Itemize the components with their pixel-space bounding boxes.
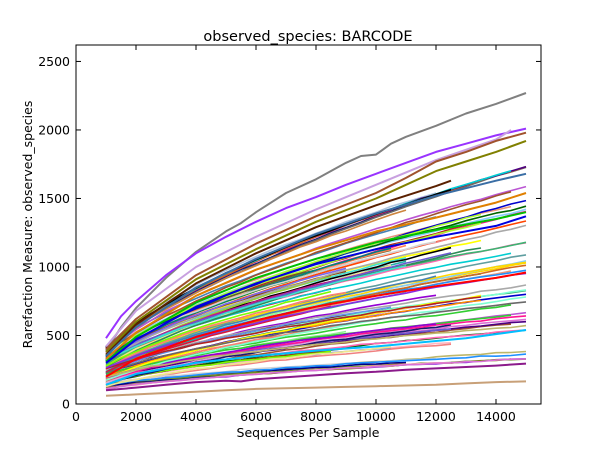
background-series-line [105, 353, 527, 386]
background-series-line [105, 314, 512, 375]
background-series-line [105, 296, 482, 370]
background-series-line [105, 265, 407, 362]
series-line [105, 139, 527, 353]
series-line [105, 179, 452, 356]
x-axis-label: Sequences Per Sample [237, 425, 380, 440]
series-line [105, 380, 527, 397]
x-tick-label: 8000 [300, 409, 332, 424]
background-series-line [105, 267, 347, 361]
background-series-line [105, 284, 527, 374]
y-axis: 0 500 1000 1500 2000 2500 [38, 54, 541, 412]
y-tick-label: 0 [62, 397, 70, 412]
background-series-line [105, 358, 527, 390]
background-series-line [105, 301, 527, 374]
series-line [105, 211, 527, 363]
y-tick-label: 2000 [38, 122, 70, 137]
x-tick-label: 0 [72, 409, 80, 424]
series-line [105, 127, 527, 339]
background-series-line [105, 306, 392, 374]
x-tick-label: 2000 [120, 409, 152, 424]
chart-title: observed_species: BARCODE [203, 29, 412, 45]
series-line [105, 129, 512, 348]
series-line [105, 172, 527, 357]
background-series-line [105, 343, 452, 386]
background-series-line [105, 305, 332, 373]
background-series-line [105, 185, 527, 354]
background-series-line [105, 216, 437, 349]
background-series-line [105, 324, 527, 378]
background-series-line [105, 191, 512, 355]
x-tick-label: 12000 [416, 409, 456, 424]
x-tick-label: 4000 [180, 409, 212, 424]
y-axis-label: Rarefaction Measure: observed_species [20, 101, 35, 349]
x-tick-label: 14000 [476, 409, 516, 424]
series-line [105, 192, 527, 360]
x-tick-label: 6000 [240, 409, 272, 424]
background-series-line [105, 296, 527, 381]
series-line [105, 131, 527, 350]
y-tick-label: 1000 [38, 259, 70, 274]
background-series-line [105, 346, 392, 388]
series-line [105, 271, 527, 378]
y-tick-label: 2500 [38, 54, 70, 69]
series-line [105, 362, 527, 392]
series-line [105, 329, 527, 386]
x-tick-label: 10000 [356, 409, 396, 424]
series-group [105, 92, 527, 397]
background-series-line [105, 290, 332, 367]
series-line [105, 92, 527, 352]
plot-frame [75, 44, 542, 405]
y-tick-label: 1500 [38, 191, 70, 206]
background-series-line [105, 291, 347, 371]
x-axis: 0 2000 4000 6000 8000 10000 12000 14000 [72, 45, 516, 424]
y-tick-label: 500 [46, 328, 70, 343]
background-series-line [105, 224, 527, 361]
series-line [105, 215, 527, 364]
background-series-line [105, 323, 437, 379]
